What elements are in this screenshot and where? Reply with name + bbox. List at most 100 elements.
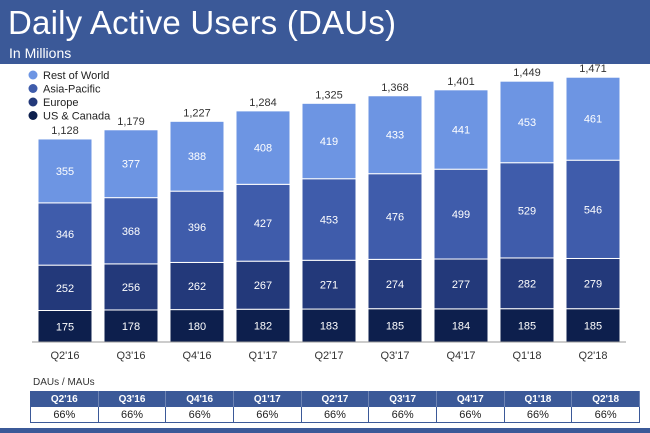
legend-label: Rest of World xyxy=(43,70,109,82)
table-cell: 66% xyxy=(504,407,573,423)
bar-value-label: 178 xyxy=(122,321,140,333)
bar-segment xyxy=(367,308,423,343)
bar-total-label: 1,179 xyxy=(117,116,145,128)
bar-segment xyxy=(499,308,555,343)
bar-segment xyxy=(565,76,621,161)
bar-value-label: 184 xyxy=(452,320,470,332)
bar-segment xyxy=(433,89,489,170)
bar-total-label: 1,471 xyxy=(579,64,607,75)
bar-total-label: 1,227 xyxy=(183,107,211,119)
bar-value-label: 529 xyxy=(518,205,536,217)
bar-value-label: 185 xyxy=(386,320,404,332)
bar-value-label: 433 xyxy=(386,130,404,142)
bar-segment xyxy=(103,197,159,265)
bar-total-label: 1,128 xyxy=(51,125,79,137)
table-cell: 66% xyxy=(165,407,234,423)
x-tick-label: Q1'17 xyxy=(248,350,277,362)
table-header-cell: Q1'17 xyxy=(233,391,302,407)
legend-marker xyxy=(28,111,38,120)
bar-total-label: 1,449 xyxy=(513,67,541,79)
bar-value-label: 262 xyxy=(188,281,206,293)
bar-segment xyxy=(499,257,555,310)
table-header-row: Q2'16 Q3'16 Q4'16 Q1'17 Q2'17 Q3'17 Q4'17 Q1'18… xyxy=(30,391,640,407)
dau-stacked-bar-chart: 175 252 346 355 1,128 Q2'16 178 256 368 377 1,179 Q… xyxy=(28,64,626,362)
bar-segment xyxy=(301,178,357,261)
table-header-cell: Q3'16 xyxy=(98,391,167,407)
bar-value-label: 453 xyxy=(518,117,536,129)
bar-value-label: 256 xyxy=(122,282,140,294)
legend-label: Asia-Pacific xyxy=(43,84,101,96)
bar-segment xyxy=(565,257,621,310)
bar-value-label: 408 xyxy=(254,143,272,155)
x-tick-label: Q2'17 xyxy=(314,350,343,362)
bar-value-label: 453 xyxy=(320,215,338,227)
legend-marker xyxy=(28,70,38,80)
bar-value-label: 461 xyxy=(584,114,602,126)
table-cell: 66% xyxy=(98,407,167,423)
bar-segment xyxy=(103,129,159,199)
bar-value-label: 180 xyxy=(188,321,206,333)
header-banner: Daily Active Users (DAUs) In Millions xyxy=(0,0,650,64)
legend-label: Europe xyxy=(43,97,78,109)
table-cell: 66% xyxy=(233,407,302,423)
bar-segment xyxy=(565,159,621,259)
table-cell: 66% xyxy=(30,407,99,423)
table-header-cell: Q2'18 xyxy=(571,391,640,407)
bar-value-label: 279 xyxy=(584,279,602,291)
table-header-cell: Q3'17 xyxy=(368,391,437,407)
table-row: 66% 66% 66% 66% 66% 66% 66% 66% 66% xyxy=(30,407,640,423)
x-tick-label: Q3'17 xyxy=(380,350,409,362)
bar-value-label: 396 xyxy=(188,222,206,234)
bar-value-label: 252 xyxy=(56,283,74,295)
bar-total-label: 1,401 xyxy=(447,76,475,88)
bar-total-label: 1,368 xyxy=(381,82,409,94)
x-tick-label: Q4'17 xyxy=(446,350,475,362)
table-cell: 66% xyxy=(368,407,437,423)
bar-segment xyxy=(301,308,357,343)
table-header-cell: Q4'16 xyxy=(165,391,234,407)
bar-segment xyxy=(433,168,489,260)
bar-value-label: 185 xyxy=(518,320,536,332)
page-title: Daily Active Users (DAUs) xyxy=(8,4,397,41)
bar-value-label: 267 xyxy=(254,280,272,292)
table-header-cell: Q2'17 xyxy=(301,391,370,407)
bar-segment xyxy=(367,95,423,175)
bar-segment xyxy=(169,190,225,263)
bar-value-label: 183 xyxy=(320,321,338,333)
bar-segment xyxy=(37,264,93,311)
page-subtitle: In Millions xyxy=(9,45,72,61)
bar-value-label: 427 xyxy=(254,218,272,230)
bar-segment xyxy=(235,110,291,185)
bar-value-label: 175 xyxy=(56,321,74,333)
x-tick-label: Q1'18 xyxy=(512,350,541,362)
bar-value-label: 441 xyxy=(452,125,470,137)
bar-segment xyxy=(433,258,489,310)
table-header-cell: Q2'16 xyxy=(30,391,99,407)
bar-value-label: 388 xyxy=(188,151,206,163)
legend-marker xyxy=(28,97,38,107)
bar-segment xyxy=(37,138,93,204)
x-tick-label: Q2'16 xyxy=(50,350,79,362)
bar-value-label: 368 xyxy=(122,226,140,238)
bar-segment xyxy=(235,183,291,262)
bar-value-label: 476 xyxy=(386,212,404,224)
bar-segment xyxy=(499,80,555,164)
footer-bar xyxy=(0,428,650,433)
table-cell: 66% xyxy=(436,407,505,423)
bar-segment xyxy=(367,173,423,260)
x-tick-label: Q3'16 xyxy=(116,350,145,362)
table-header-cell: Q4'17 xyxy=(436,391,505,407)
legend-label: US & Canada xyxy=(43,111,111,123)
bar-value-label: 355 xyxy=(56,166,74,178)
bar-value-label: 282 xyxy=(518,278,536,290)
dau-mau-table: Q2'16 Q3'16 Q4'16 Q1'17 Q2'17 Q3'17 Q4'17 Q1'18… xyxy=(30,391,640,423)
bar-segment xyxy=(301,259,357,310)
ratio-table-label: DAUs / MAUs xyxy=(33,377,95,388)
legend-marker xyxy=(28,84,38,93)
bar-value-label: 277 xyxy=(452,279,470,291)
bar-segment xyxy=(37,310,93,343)
table-cell: 66% xyxy=(571,407,640,423)
bar-value-label: 419 xyxy=(320,136,338,148)
bar-value-label: 274 xyxy=(386,279,404,291)
bar-total-label: 1,325 xyxy=(315,89,343,101)
